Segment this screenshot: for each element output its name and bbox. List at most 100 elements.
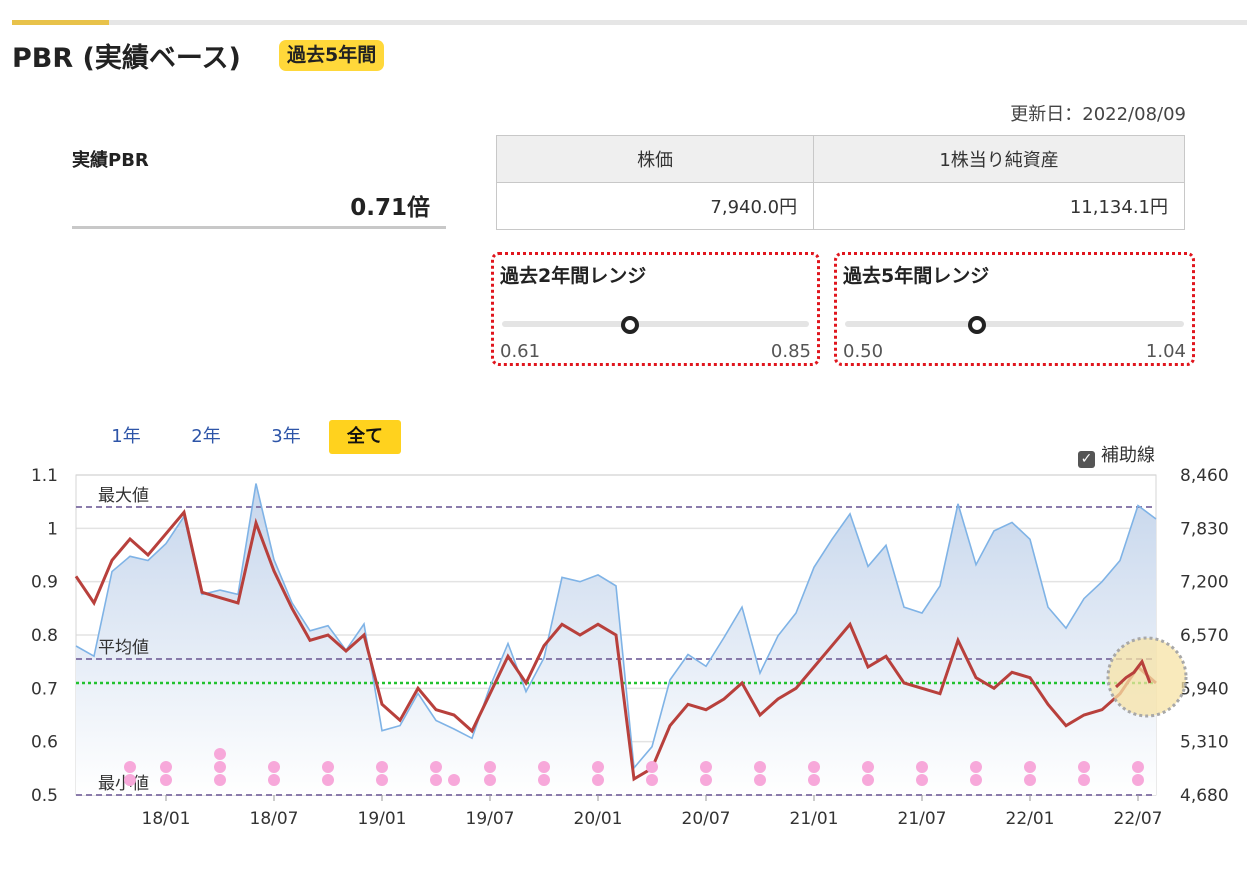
y-left-tick: 0.5: [31, 786, 58, 806]
price-table-value-bps: 11,134.1円: [813, 182, 1185, 230]
event-marker: [916, 774, 928, 786]
event-marker: [754, 774, 766, 786]
event-marker: [916, 761, 928, 773]
tab-1yr[interactable]: 1年: [111, 426, 141, 447]
pbr-value: 0.71倍: [350, 195, 430, 221]
range-5yr-track: [845, 321, 1184, 327]
pbr-label: 実績PBR: [72, 150, 149, 171]
range-2yr-title: 過去2年間レンジ: [500, 265, 647, 287]
checkbox-checked-icon[interactable]: ✓: [1078, 451, 1095, 468]
x-tick-label: 18/01: [142, 809, 191, 829]
range-5yr-indicator: [967, 316, 986, 334]
price-table: 株価 1株当り純資産 7,940.0円 11,134.1円: [495, 135, 1185, 230]
pbr-line: [74, 509, 1157, 782]
pbr-line-tail: [1114, 658, 1152, 689]
section-divider-accent: [12, 20, 109, 25]
range-2yr: 過去2年間レンジ 0.61 0.85: [491, 252, 820, 366]
y-right-tick: 7,200: [1180, 573, 1229, 593]
event-marker: [268, 761, 280, 773]
x-tick-label: 19/07: [466, 809, 515, 829]
event-marker: [646, 761, 658, 773]
updated-date: 更新日：2022/08/09: [1010, 104, 1186, 125]
event-marker: [214, 761, 226, 773]
aux-line-toggle[interactable]: ✓ 補助線: [1078, 441, 1155, 468]
y-left-tick: 0.9: [31, 573, 58, 593]
event-marker: [1132, 774, 1144, 786]
event-marker: [646, 774, 658, 786]
event-marker: [322, 774, 334, 786]
event-marker: [592, 761, 604, 773]
event-marker: [376, 761, 388, 773]
y-left-tick: 1.1: [31, 466, 58, 486]
event-marker: [808, 774, 820, 786]
pbr-underline: [72, 226, 446, 229]
y-left-tick: 1: [47, 519, 58, 539]
event-marker: [430, 761, 442, 773]
range-2yr-indicator: [620, 316, 639, 334]
event-marker: [970, 761, 982, 773]
x-tick-label: 21/07: [898, 809, 947, 829]
y-right-tick: 7,830: [1180, 519, 1229, 539]
event-marker: [1078, 761, 1090, 773]
tab-2yr[interactable]: 2年: [191, 426, 221, 447]
event-marker: [592, 774, 604, 786]
event-marker: [268, 774, 280, 786]
x-tick-label: 18/07: [250, 809, 299, 829]
range-2yr-max: 0.85: [770, 341, 811, 362]
y-right-tick: 8,460: [1180, 466, 1229, 486]
x-tick-label: 20/07: [682, 809, 731, 829]
event-marker: [970, 774, 982, 786]
event-marker: [538, 761, 550, 773]
event-marker: [124, 761, 136, 773]
event-marker: [754, 761, 766, 773]
event-marker: [700, 774, 712, 786]
reference-label: 最大値: [98, 486, 149, 506]
event-marker: [214, 774, 226, 786]
price-table-header-price: 株価: [495, 135, 815, 183]
event-marker: [484, 761, 496, 773]
tab-all[interactable]: 全て: [329, 420, 401, 454]
range-5yr-min: 0.50: [843, 341, 884, 362]
y-left-tick: 0.8: [31, 626, 58, 646]
range-2yr-track: [502, 321, 809, 327]
range-5yr-title: 過去5年間レンジ: [843, 265, 990, 287]
price-line: [75, 483, 1157, 770]
x-tick-label: 22/01: [1006, 809, 1055, 829]
y-right-tick: 6,570: [1180, 626, 1229, 646]
event-marker: [700, 761, 712, 773]
price-table-header-bps: 1株当り純資産: [813, 135, 1185, 183]
section-divider: [12, 20, 1247, 25]
reference-label: 平均値: [98, 638, 149, 658]
event-marker: [1024, 761, 1036, 773]
event-marker: [538, 774, 550, 786]
x-tick-label: 22/07: [1114, 809, 1163, 829]
page-title: PBR (実績ベース): [12, 43, 241, 74]
range-2yr-min: 0.61: [500, 341, 541, 362]
event-marker: [1132, 761, 1144, 773]
range-5yr-max: 1.04: [1145, 341, 1186, 362]
event-marker: [484, 774, 496, 786]
event-marker: [322, 761, 334, 773]
event-marker: [430, 774, 442, 786]
y-right-tick: 4,680: [1180, 786, 1229, 806]
event-marker: [214, 748, 226, 760]
y-right-tick: 5,940: [1180, 679, 1229, 699]
x-tick-label: 20/01: [574, 809, 623, 829]
event-marker: [160, 761, 172, 773]
event-marker: [160, 774, 172, 786]
price-table-value-price: 7,940.0円: [495, 182, 815, 230]
event-marker: [862, 774, 874, 786]
event-marker: [1024, 774, 1036, 786]
event-marker: [376, 774, 388, 786]
y-left-tick: 0.7: [31, 679, 58, 699]
aux-line-label: 補助線: [1101, 445, 1155, 466]
tab-3yr[interactable]: 3年: [271, 426, 301, 447]
y-left-tick: 0.6: [31, 733, 58, 753]
x-tick-label: 21/01: [790, 809, 839, 829]
range-5yr: 過去5年間レンジ 0.50 1.04: [834, 252, 1195, 366]
event-marker: [448, 774, 460, 786]
period-badge: 過去5年間: [279, 40, 385, 71]
x-tick-label: 19/01: [358, 809, 407, 829]
event-marker: [124, 774, 136, 786]
